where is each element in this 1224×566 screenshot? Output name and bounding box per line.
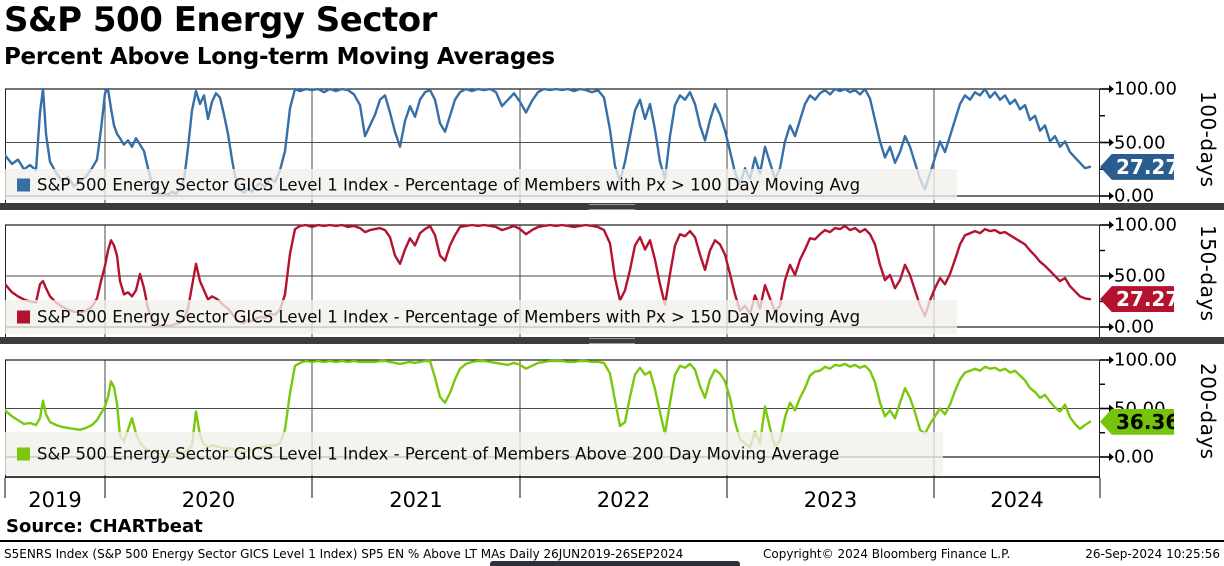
last-value-tag: 36.36 xyxy=(1100,408,1174,435)
y-tick-label: 100.00 xyxy=(1114,214,1177,236)
panel-separator xyxy=(0,203,1224,210)
legend-overlay: S&P 500 Energy Sector GICS Level 1 Index… xyxy=(5,300,957,334)
panel-resize-handle[interactable] xyxy=(589,338,635,344)
axis-label-100-days: 100-days xyxy=(1196,90,1220,188)
x-tick-label: 2022 xyxy=(596,488,651,512)
legend-item: S&P 500 Energy Sector GICS Level 1 Index… xyxy=(17,175,860,194)
legend-label: S&P 500 Energy Sector GICS Level 1 Index… xyxy=(37,307,861,327)
footer-timestamp: 26-Sep-2024 10:25:56 xyxy=(1085,547,1220,561)
y-tick-label: 0.00 xyxy=(1114,446,1155,468)
panel-separator xyxy=(0,337,1224,344)
legend-label: S&P 500 Energy Sector GICS Level 1 Index… xyxy=(37,444,840,463)
x-tick-label: 2023 xyxy=(803,488,858,512)
x-axis-ticks xyxy=(4,478,1101,498)
y-tick-label: 0.00 xyxy=(1114,316,1155,338)
footer-copyright: Copyright© 2024 Bloomberg Finance L.P. xyxy=(763,547,1011,561)
x-tick-label: 2024 xyxy=(990,488,1044,512)
chart-subtitle: Percent Above Long-term Moving Averages xyxy=(4,44,555,70)
y-tick-label: 50.00 xyxy=(1114,132,1166,153)
panel-200-days: S&P 500 Energy Sector GICS Level 1 Index… xyxy=(0,344,1224,478)
x-axis: 2019 2020 2021 2022 2023 2024 xyxy=(0,478,1224,522)
footer-ticker-info: S5ENRS Index (S&P 500 Energy Sector GICS… xyxy=(4,547,684,561)
legend-item: S&P 500 Energy Sector GICS Level 1 Index… xyxy=(17,308,860,327)
y-tick-label: 100.00 xyxy=(1114,78,1177,100)
taskbar-peek-strip[interactable] xyxy=(490,561,740,566)
footer-divider xyxy=(0,540,1224,542)
x-tick-label: 2020 xyxy=(181,488,236,512)
y-tick-label: 0.00 xyxy=(1114,185,1155,207)
legend-label: S&P 500 Energy Sector GICS Level 1 Index… xyxy=(37,175,861,194)
source-label: Source: CHARTbeat xyxy=(6,516,203,537)
last-value-tag: 27.27 xyxy=(1100,286,1174,313)
legend-swatch xyxy=(17,310,30,324)
legend-item: S&P 500 Energy Sector GICS Level 1 Index… xyxy=(17,444,839,463)
legend-swatch xyxy=(17,178,30,191)
y-axis-ticks xyxy=(1100,356,1114,461)
legend-swatch xyxy=(17,447,30,460)
last-value-tag: 27.27 xyxy=(1100,153,1174,180)
axis-label-200-days: 200-days xyxy=(1196,362,1220,460)
panel-100-days: S&P 500 Energy Sector GICS Level 1 Index… xyxy=(0,75,1224,207)
x-tick-label: 2019 xyxy=(28,488,82,512)
legend-overlay: S&P 500 Energy Sector GICS Level 1 Index… xyxy=(5,169,957,200)
y-axis-ticks xyxy=(1100,221,1114,331)
chart-title: S&P 500 Energy Sector xyxy=(4,0,437,40)
legend-overlay: S&P 500 Energy Sector GICS Level 1 Index… xyxy=(5,432,943,475)
y-tick-label: 50.00 xyxy=(1114,265,1166,287)
y-axis-ticks xyxy=(1100,85,1114,200)
y-tick-label: 100.00 xyxy=(1114,349,1177,371)
axis-label-150-days: 150-days xyxy=(1196,225,1220,322)
footer: S5ENRS Index (S&P 500 Energy Sector GICS… xyxy=(0,545,1224,563)
panel-resize-handle[interactable] xyxy=(589,204,635,210)
panel-150-days: S&P 500 Energy Sector GICS Level 1 Index… xyxy=(0,210,1224,338)
x-tick-label: 2021 xyxy=(389,488,443,512)
